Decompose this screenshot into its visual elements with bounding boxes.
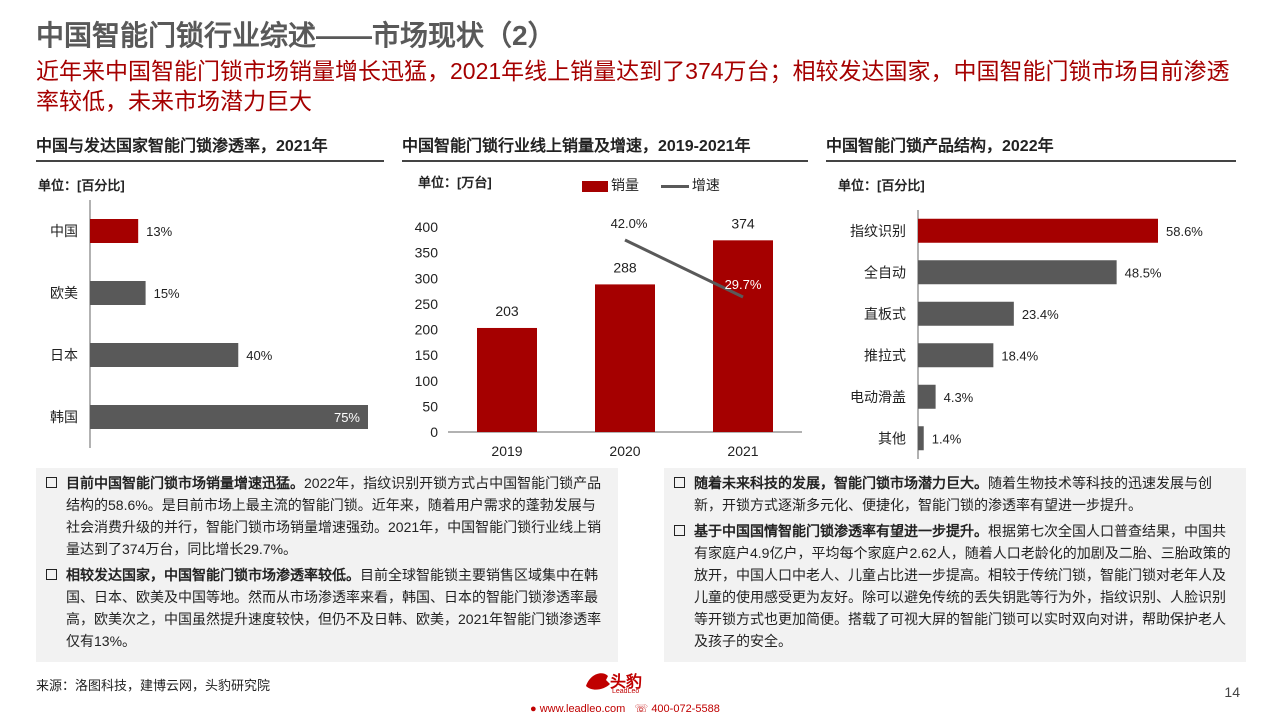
bar-5	[918, 426, 924, 451]
source-note: 来源：洛图科技，建博云网，头豹研究院	[36, 678, 271, 693]
data-label: 23.4%	[1022, 307, 1059, 322]
chart2-title: 中国智能门锁行业线上销量及增速，2019-2021年	[402, 136, 808, 162]
globe-icon: ●	[530, 703, 537, 715]
category-label: 全自动	[864, 264, 906, 280]
category-label: 其他	[878, 430, 906, 446]
chart2-legend: 销量 增速	[582, 175, 720, 195]
data-label: 40%	[246, 348, 272, 363]
left-para-2: 相较发达国家，中国智能门锁市场渗透率较低。目前全球智能锁主要销售区域集中在韩国、…	[46, 564, 608, 652]
legend-line-swatch	[660, 184, 689, 188]
bar-0	[90, 219, 139, 243]
checkbox-bullet-icon	[674, 525, 685, 536]
penetration-chart: 中国 13% 欧美 15% 日本 40% 韩国 75%	[50, 200, 368, 448]
y-tick-label: 300	[415, 270, 439, 286]
x-tick-label: 2021	[727, 443, 758, 459]
bar-1	[918, 260, 1117, 285]
line-data-label: 29.7%	[725, 277, 762, 292]
bar-2	[90, 343, 239, 367]
checkbox-bullet-icon	[46, 477, 57, 488]
y-tick-label: 250	[415, 296, 439, 312]
chart1-title: 中国与发达国家智能门锁渗透率，2021年	[36, 136, 384, 162]
growth-rate-line	[624, 238, 744, 299]
bar-3	[90, 405, 368, 429]
y-tick-label: 100	[415, 373, 439, 389]
category-label: 直板式	[864, 306, 906, 322]
category-label: 韩国	[50, 409, 78, 425]
data-label: 75%	[334, 410, 360, 425]
y-tick-label: 0	[430, 424, 438, 440]
data-label: 48.5%	[1125, 265, 1162, 280]
checkbox-bullet-icon	[674, 477, 685, 488]
left-para-1: 目前中国智能门锁市场销量增速迅猛。2022年，指纹识别开锁方式占中国智能门锁产品…	[46, 472, 608, 560]
y-tick-label: 150	[415, 347, 439, 363]
bar-3	[918, 343, 994, 368]
left-text-box: 目前中国智能门锁市场销量增速迅猛。2022年，指纹识别开锁方式占中国智能门锁产品…	[36, 468, 618, 662]
sales-chart: 0 50 100 150 200 250 300 350 400 203 2019 288 2020 37…	[415, 215, 802, 459]
bar-data-label: 288	[613, 259, 637, 275]
category-label: 指纹识别	[850, 223, 906, 239]
product-structure-chart: 指纹识别 58.6% 全自动 48.5% 直板式 23.4% 推拉式 18.4% 电动滑盖 4.3…	[850, 210, 1203, 459]
data-label: 58.6%	[1166, 224, 1203, 239]
category-label: 日本	[50, 347, 78, 363]
website-link[interactable]: www.leadleo.com	[539, 703, 626, 715]
bar-2021	[713, 240, 773, 432]
category-label: 推拉式	[864, 347, 906, 363]
category-label: 欧美	[50, 285, 78, 301]
line-data-label: 42.0%	[611, 216, 648, 231]
right-para-2: 基于中国国情智能门锁渗透率有望进一步提升。根据第七次全国人口普查结果，中国共有家…	[674, 520, 1236, 652]
legend-line-label: 增速	[691, 177, 720, 193]
y-tick-label: 200	[415, 322, 439, 338]
bar-2019	[477, 327, 537, 432]
logo-text: 头豹	[610, 674, 643, 691]
bar-2	[918, 301, 1014, 326]
phone-icon: ☏	[634, 703, 649, 715]
data-label: 15%	[154, 286, 180, 301]
bar-1	[90, 281, 146, 305]
contact-line: ● www.leadleo.com ☏ 400-072-5588	[530, 702, 720, 715]
y-tick-label: 50	[422, 398, 438, 414]
bar-0	[918, 218, 1158, 243]
x-tick-label: 2020	[609, 443, 640, 459]
category-label: 中国	[50, 223, 78, 239]
bar-data-label: 374	[731, 215, 755, 231]
y-tick-label: 400	[415, 219, 439, 235]
legend-bar-label: 销量	[611, 177, 639, 193]
data-label: 18.4%	[1001, 348, 1038, 363]
page-title: 中国智能门锁行业综述——市场现状（2）	[36, 20, 556, 51]
page-number: 14	[1224, 684, 1240, 700]
legend-bar-swatch	[582, 180, 608, 192]
data-label: 4.3%	[944, 390, 974, 405]
chart1-unit: 单位：[百分比]	[38, 178, 125, 193]
y-tick-label: 350	[415, 245, 439, 261]
page-subtitle: 近年来中国智能门锁市场销量增长迅猛，2021年线上销量达到了374万台；相较发达…	[36, 58, 1230, 114]
chart2-unit: 单位：[万台]	[418, 175, 492, 190]
data-label: 13%	[146, 224, 172, 239]
chart3-title: 中国智能门锁产品结构，2022年	[826, 136, 1236, 162]
right-para-1: 随着未来科技的发展，智能门锁市场潜力巨大。随着生物技术等科技的迅速发展与创新，开…	[674, 472, 1236, 516]
x-tick-label: 2019	[491, 443, 522, 459]
bar-4	[918, 384, 936, 409]
bar-data-label: 203	[495, 303, 519, 319]
logo-subtext: LeadLeo	[612, 688, 640, 695]
checkbox-bullet-icon	[46, 569, 57, 580]
data-label: 1.4%	[932, 431, 962, 446]
phone-number: 400-072-5588	[651, 703, 720, 715]
right-text-box: 随着未来科技的发展，智能门锁市场潜力巨大。随着生物技术等科技的迅速发展与创新，开…	[664, 468, 1246, 662]
category-label: 电动滑盖	[850, 389, 906, 405]
chart3-unit: 单位：[百分比]	[838, 178, 925, 193]
bar-2020	[595, 284, 655, 432]
leopard-logo-icon	[586, 673, 610, 690]
